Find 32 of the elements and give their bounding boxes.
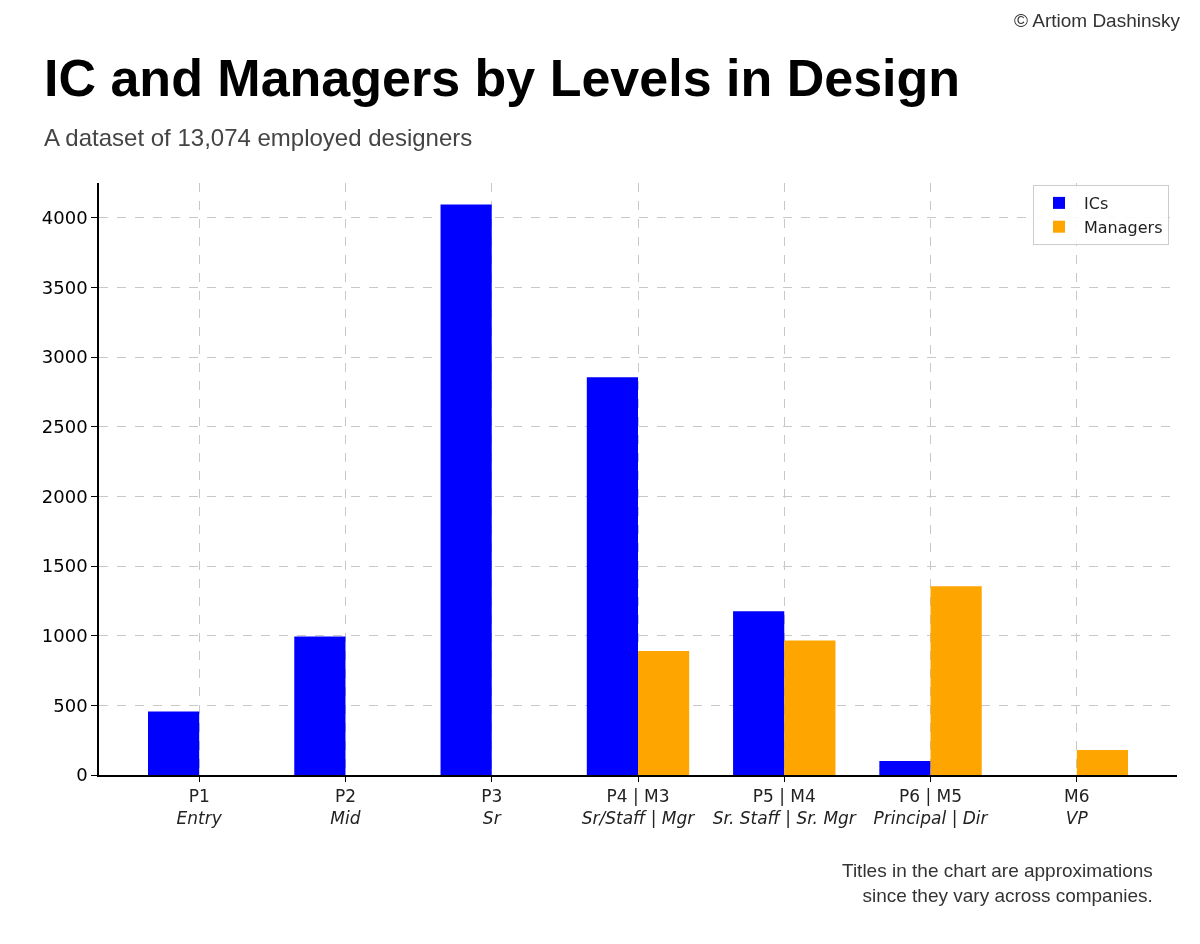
y-tick-label: 0 [76, 764, 88, 786]
y-tick-label: 1000 [41, 625, 88, 647]
y-tick-label: 1500 [41, 555, 88, 577]
chart-title: IC and Managers by Levels in Design [44, 49, 961, 107]
bar [294, 636, 346, 775]
bar [638, 651, 690, 775]
bar [440, 204, 492, 775]
bar [586, 377, 638, 775]
x-tick-label: P3 Sr [481, 786, 503, 829]
y-tick-label: 500 [53, 694, 88, 716]
text: © Artiom Dashinsky [1014, 10, 1181, 31]
x-tick-label: P6 | M5 Principal | Dir [873, 786, 989, 829]
y-tick-label: 3500 [41, 276, 88, 298]
legend-label: Managers [1084, 217, 1163, 237]
bar [733, 611, 785, 775]
y-tick-label: 3000 [41, 346, 88, 368]
chart-subtitle: A dataset of 13,074 employed designers [44, 124, 473, 151]
text: Titles in the chart are approximations since they vary across companies. [842, 860, 1153, 906]
bar [930, 586, 982, 775]
bar [784, 640, 836, 775]
y-tick-label: 2000 [41, 485, 88, 507]
y-tick-label: 4000 [41, 207, 88, 229]
bar [148, 711, 200, 775]
bar [879, 761, 931, 775]
x-tick-label: M6 VP [1064, 786, 1090, 829]
x-tick-label: P5 | M4 Sr. Staff | Sr. Mgr [712, 786, 857, 829]
x-tick-label: P4 | M3 Sr/Staff | Mgr [581, 786, 696, 829]
x-tick-label: P2 Mid [330, 786, 361, 829]
legend-label: ICs [1084, 194, 1109, 214]
bar [1076, 749, 1128, 775]
y-tick-label: 2500 [41, 416, 88, 438]
x-tick-label: P1 Entry [176, 786, 223, 829]
